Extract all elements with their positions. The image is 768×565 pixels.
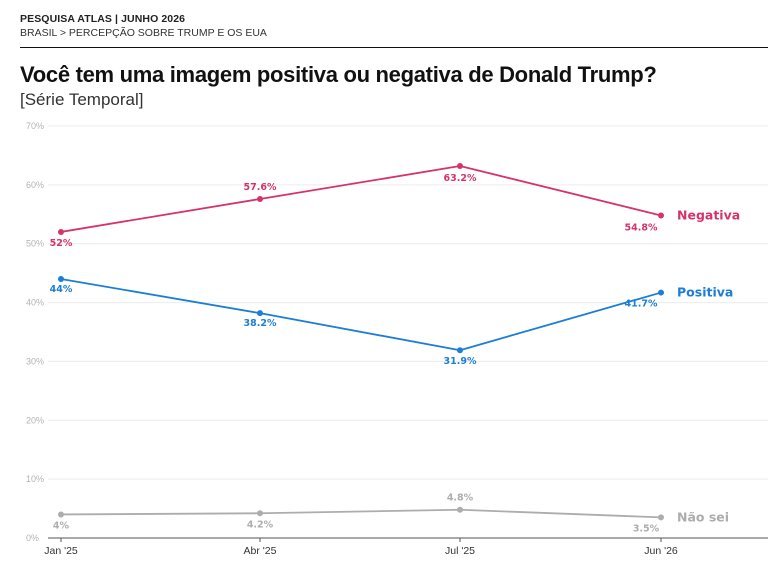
series-label: Negativa bbox=[677, 207, 740, 222]
data-label: 52% bbox=[50, 238, 73, 249]
data-label: 38.2% bbox=[244, 318, 277, 329]
header-divider bbox=[20, 47, 768, 48]
data-point bbox=[257, 195, 263, 202]
series-label: Positiva bbox=[677, 285, 733, 300]
data-point bbox=[457, 163, 463, 170]
data-point bbox=[457, 506, 463, 513]
data-label: 54.8% bbox=[625, 222, 658, 233]
y-tick-label: 20% bbox=[26, 415, 44, 425]
data-label: 63.2% bbox=[444, 173, 477, 184]
x-tick-label: Jul '25 bbox=[445, 545, 475, 557]
data-point bbox=[658, 289, 664, 296]
data-point bbox=[58, 228, 64, 235]
series-line bbox=[60, 165, 662, 233]
survey-kicker: PESQUISA ATLAS | JUNHO 2026 bbox=[20, 13, 186, 25]
data-label: 4% bbox=[53, 520, 70, 531]
data-label: 31.9% bbox=[444, 356, 477, 367]
series-line bbox=[60, 508, 662, 519]
data-point bbox=[58, 511, 64, 518]
data-label: 4.2% bbox=[247, 519, 274, 530]
data-label: 57.6% bbox=[244, 182, 277, 193]
series-label: Não sei bbox=[677, 509, 729, 524]
y-tick-label: 10% bbox=[26, 474, 44, 484]
series-line bbox=[60, 278, 662, 352]
data-label: 41.7% bbox=[625, 299, 658, 310]
y-tick-label: 40% bbox=[26, 298, 44, 308]
data-point bbox=[257, 510, 263, 517]
y-tick-label: 50% bbox=[26, 239, 44, 249]
chart-subtitle: [Série Temporal] bbox=[20, 90, 144, 109]
y-tick-label: 0% bbox=[26, 533, 39, 543]
y-tick-label: 60% bbox=[26, 180, 44, 190]
breadcrumb: BRASIL > PERCEPÇÃO SOBRE TRUMP E OS EUA bbox=[20, 27, 267, 39]
x-tick-label: Jan '25 bbox=[44, 545, 78, 557]
data-point bbox=[658, 514, 664, 521]
data-point bbox=[257, 310, 263, 317]
x-tick-label: Abr '25 bbox=[244, 545, 277, 557]
y-tick-label: 70% bbox=[26, 121, 44, 131]
y-tick-label: 30% bbox=[26, 356, 44, 366]
header: PESQUISA ATLAS | JUNHO 2026 BRASIL > PER… bbox=[20, 12, 267, 40]
data-label: 44% bbox=[50, 284, 73, 295]
data-point bbox=[658, 212, 664, 219]
x-tick-label: Jun '26 bbox=[644, 545, 678, 557]
data-point bbox=[58, 276, 64, 283]
data-label: 3.5% bbox=[633, 523, 660, 534]
chart-title: Você tem uma imagem positiva ou negativa… bbox=[20, 62, 657, 87]
data-point bbox=[457, 347, 463, 354]
data-label: 4.8% bbox=[447, 493, 474, 504]
